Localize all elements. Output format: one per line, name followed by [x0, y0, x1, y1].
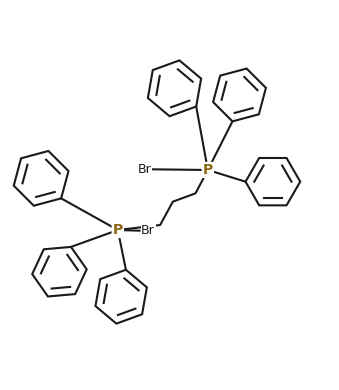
Text: P: P: [113, 223, 123, 237]
Text: P: P: [203, 163, 213, 177]
Text: Br: Br: [141, 224, 155, 237]
Text: Br: Br: [137, 163, 151, 176]
